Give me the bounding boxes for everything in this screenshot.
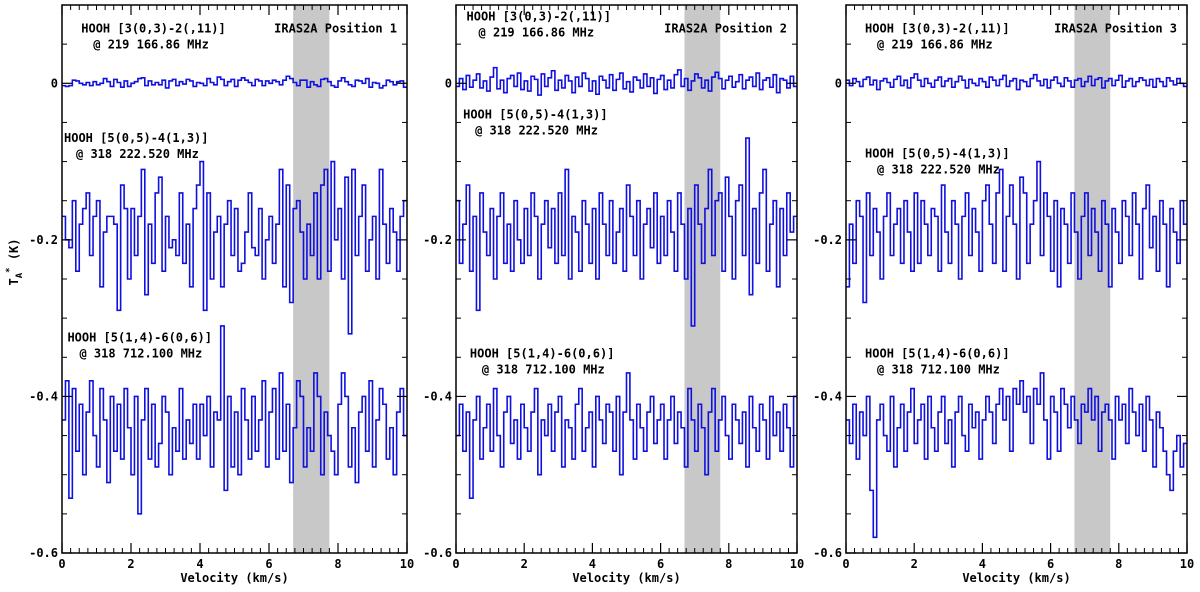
x-tick-label: 8: [725, 557, 732, 571]
y-tick-label: -0.4: [29, 389, 58, 403]
y-tick-label: -0.6: [29, 546, 58, 560]
y-tick-label: -0.2: [813, 233, 842, 247]
transition-frequency: @ 318 222.520 MHz: [76, 147, 199, 161]
spectrum-line-2: [846, 160, 1187, 304]
x-tick-label: 10: [400, 557, 414, 571]
transition-frequency: @ 219 166.86 MHz: [877, 37, 993, 51]
x-tick-label: 0: [58, 557, 65, 571]
x-tick-label: 4: [979, 557, 986, 571]
y-axis-label-sup: *: [5, 267, 15, 272]
transition-label: HOOH [3(0,3)-2(,11)]: [467, 10, 612, 24]
x-tick-label: 6: [657, 557, 664, 571]
y-axis-label-main: T: [7, 278, 21, 285]
spectrum-line-2: [456, 137, 797, 327]
x-axis-label: Velocity (km/s): [572, 571, 680, 585]
x-tick-label: 2: [127, 557, 134, 571]
x-tick-label: 10: [790, 557, 804, 571]
svg-text:TA* (K): TA* (K): [5, 239, 25, 286]
transition-label: HOOH [3(0,3)-2(,11)]: [81, 21, 226, 35]
spectrum-line-1: [62, 75, 407, 89]
spectrum-line-3: [456, 372, 797, 499]
y-axis-label: TA* (K): [5, 239, 25, 286]
transition-label: HOOH [3(0,3)-2(,11)]: [865, 21, 1010, 35]
x-axis-label: Velocity (km/s): [180, 571, 288, 585]
shaded-velocity-band: [684, 5, 721, 553]
panel-2: 0 2 4 6 8 10 0 -0.2 -0.4 -0.6 Velocity (km/s) IRAS2…: [423, 4, 804, 585]
y-tick-label: -0.4: [423, 389, 452, 403]
shaded-velocity-band: [293, 5, 330, 553]
x-tick-label: 8: [334, 557, 341, 571]
transition-frequency: @ 318 222.520 MHz: [877, 163, 1000, 177]
panel-3: 0 2 4 6 8 10 0 -0.2 -0.4 -0.6 Velocity (km/s) IRAS2…: [813, 4, 1194, 585]
transition-frequency: @ 318 222.520 MHz: [475, 124, 598, 138]
position-label: IRAS2A Position 2: [664, 21, 787, 35]
x-tick-label: 8: [1115, 557, 1122, 571]
position-label: IRAS2A Position 3: [1054, 21, 1177, 35]
transition-label: HOOH [5(0,5)-4(1,3)]: [865, 147, 1010, 161]
y-tick-label: -0.2: [29, 233, 58, 247]
spectrum-line-1: [456, 66, 797, 96]
y-tick-label: -0.6: [813, 546, 842, 560]
transition-label: HOOH [5(1,4)-6(0,6)]: [865, 346, 1010, 360]
y-axis-label-sub: A: [15, 272, 25, 278]
y-tick-label: -0.2: [423, 233, 452, 247]
transition-frequency: @ 219 166.86 MHz: [93, 37, 209, 51]
x-tick-label: 6: [265, 557, 272, 571]
x-tick-label: 4: [589, 557, 596, 571]
y-axis-label-unit: (K): [7, 239, 21, 268]
x-tick-label: 0: [452, 557, 459, 571]
y-tick-label: 0: [445, 76, 452, 90]
transition-label: HOOH [5(0,5)-4(1,3)]: [64, 131, 209, 145]
x-tick-label: 0: [842, 557, 849, 571]
position-label: IRAS2A Position 1: [274, 21, 397, 35]
transition-label: HOOH [5(1,4)-6(0,6)]: [67, 331, 212, 345]
panels: 0 2 4 6 8 10 0 -0.2 -0.4 -0.6 Velocity (km/s) IRAS2…: [29, 4, 1194, 585]
transition-frequency: @ 318 712.100 MHz: [79, 347, 202, 361]
y-tick-label: -0.4: [813, 389, 842, 403]
transition-frequency: @ 318 712.100 MHz: [482, 362, 605, 376]
x-axis-label: Velocity (km/s): [962, 571, 1070, 585]
spectrum-line-3: [62, 325, 407, 515]
transition-label: HOOH [5(1,4)-6(0,6)]: [470, 346, 615, 360]
x-tick-label: 2: [911, 557, 918, 571]
y-tick-label: 0: [51, 76, 58, 90]
panel-1: 0 2 4 6 8 10 0 -0.2 -0.4 -0.6 Velocity (km/s) IRAS2…: [29, 4, 414, 585]
transition-frequency: @ 219 166.86 MHz: [479, 26, 595, 40]
x-tick-label: 10: [1180, 557, 1194, 571]
transition-frequency: @ 318 712.100 MHz: [877, 362, 1000, 376]
y-tick-label: -0.6: [423, 546, 452, 560]
spectrum-line-1: [846, 73, 1187, 91]
x-tick-label: 2: [521, 557, 528, 571]
y-tick-label: 0: [835, 76, 842, 90]
x-tick-label: 4: [196, 557, 203, 571]
spectrum-line-3: [846, 372, 1187, 539]
spectrum-line-2: [62, 160, 407, 335]
x-tick-label: 6: [1047, 557, 1054, 571]
transition-label: HOOH [5(0,5)-4(1,3)]: [463, 108, 608, 122]
